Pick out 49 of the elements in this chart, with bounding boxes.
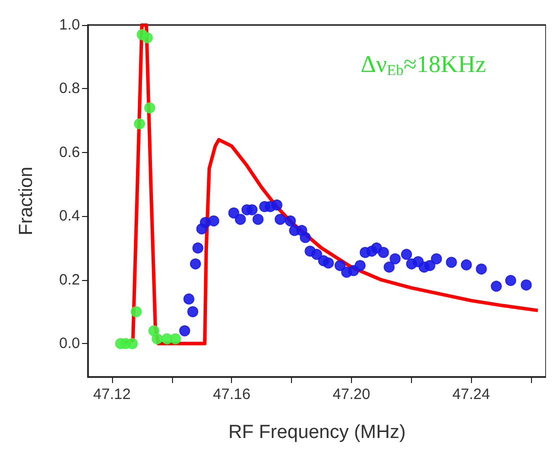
- point: [322, 257, 334, 268]
- point: [430, 253, 442, 264]
- point: [384, 262, 395, 273]
- point: [424, 260, 436, 272]
- point: [284, 215, 296, 226]
- point: [490, 280, 502, 292]
- point: [234, 214, 246, 225]
- point: [334, 260, 346, 272]
- point: [187, 306, 198, 318]
- point: [311, 248, 322, 260]
- point: [300, 232, 311, 243]
- point: [354, 260, 366, 272]
- point: [271, 199, 282, 210]
- point: [152, 333, 163, 344]
- point: [179, 325, 190, 336]
- x-axis-title: RF Frequency (MHz): [228, 422, 406, 443]
- point: [274, 214, 286, 225]
- point: [170, 333, 181, 344]
- y-tick-label: 0.0: [59, 335, 80, 352]
- point: [446, 256, 457, 268]
- x-tick-label: 47.20: [332, 386, 370, 403]
- point: [476, 264, 487, 275]
- point: [142, 32, 153, 44]
- point: [192, 242, 204, 254]
- y-tick-label: 0.2: [59, 271, 80, 288]
- point: [520, 279, 532, 290]
- point: [228, 207, 240, 218]
- point: [378, 246, 389, 258]
- point: [130, 306, 142, 318]
- y-tick-label: 0.4: [59, 208, 80, 225]
- point: [505, 274, 516, 286]
- point: [190, 258, 201, 270]
- point: [144, 102, 156, 114]
- point: [246, 204, 258, 216]
- point: [134, 118, 145, 130]
- x-tick-label: 47.12: [93, 386, 131, 403]
- y-tick-label: 0.8: [59, 80, 80, 98]
- point: [390, 253, 401, 264]
- x-tick-label: 47.16: [212, 386, 250, 403]
- point: [183, 293, 194, 304]
- x-tick-label: 47.24: [452, 386, 490, 403]
- point: [126, 338, 138, 350]
- point: [208, 215, 220, 226]
- point: [460, 259, 472, 270]
- point: [252, 214, 264, 225]
- y-tick-label: 0.6: [59, 144, 80, 161]
- y-tick-label: 1.0: [59, 16, 80, 34]
- point: [401, 248, 412, 260]
- y-axis-title: Fraction: [16, 166, 37, 236]
